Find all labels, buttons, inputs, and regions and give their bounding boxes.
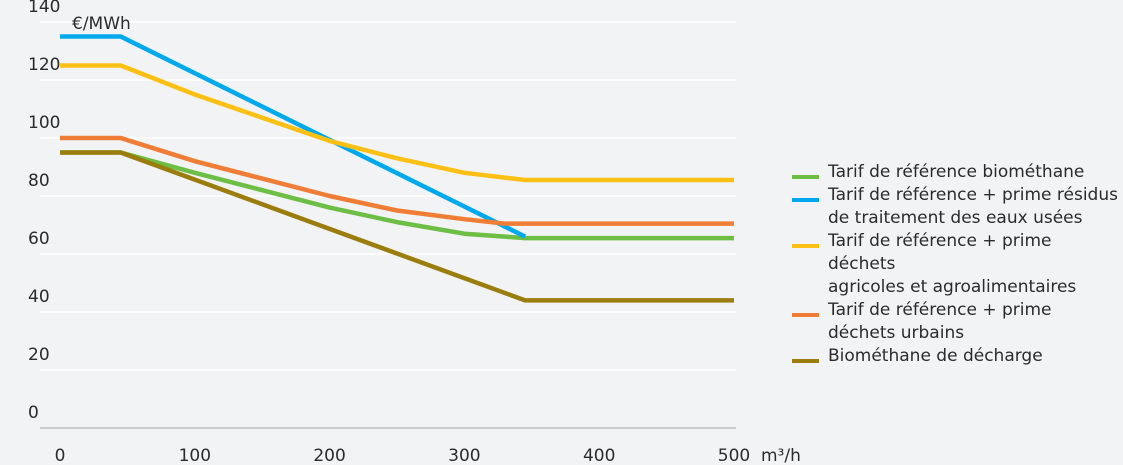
legend-item: Biométhane de décharge	[792, 345, 1122, 368]
legend-swatch	[792, 313, 819, 317]
series-line-2	[60, 34, 527, 239]
x-tick-label: 400	[583, 446, 615, 465]
legend-item: Tarif de référence + prime déchets agrico…	[792, 230, 1122, 299]
y-tick-label: 60	[28, 229, 50, 249]
series-lines	[60, 34, 734, 303]
y-tick-label: 120	[28, 55, 60, 75]
y-tick-label: 20	[28, 345, 50, 365]
legend-label: Biométhane de décharge	[828, 346, 1043, 366]
legend: Tarif de référence biométhane Tarif de ré…	[792, 161, 1122, 368]
legend-item: Tarif de référence + prime résidus de tra…	[792, 184, 1122, 230]
legend-label: agricoles et agroalimentaires	[828, 277, 1077, 297]
series-line-3	[60, 63, 734, 183]
legend-label: Tarif de référence + prime résidus	[828, 185, 1118, 205]
legend-swatch	[792, 359, 819, 363]
legend-item: Tarif de référence + prime déchets urbain…	[792, 299, 1122, 345]
x-tick-label: 200	[313, 446, 345, 465]
legend-label: Tarif de référence biométhane	[828, 162, 1085, 182]
x-tick-label: 500	[718, 446, 750, 465]
x-axis-unit-label: m³/h	[761, 446, 801, 465]
y-tick-label: 0	[28, 403, 39, 423]
legend-label: de traitement des eaux usées	[828, 208, 1083, 228]
legend-label: Tarif de référence + prime	[828, 300, 1052, 320]
x-tick-label: 300	[448, 446, 480, 465]
y-tick-label: 140	[28, 0, 60, 17]
legend-swatch	[792, 244, 819, 248]
legend-swatch	[792, 175, 819, 179]
y-tick-label: 100	[28, 113, 60, 133]
legend-label: Tarif de référence + prime déchets	[828, 231, 1052, 274]
series-line-5	[60, 150, 734, 303]
x-tick-label: 0	[55, 446, 66, 465]
y-axis-ticks: 0 20 40 60 80 100 120 140	[28, 0, 60, 423]
y-tick-label: 40	[28, 287, 50, 307]
y-tick-label: 80	[28, 171, 50, 191]
legend-item: Tarif de référence biométhane	[792, 161, 1122, 184]
x-tick-label: 100	[179, 446, 211, 465]
legend-swatch	[792, 198, 819, 202]
legend-label: déchets urbains	[828, 323, 965, 343]
x-axis-ticks: 0 100 200 300 400 500	[55, 446, 751, 465]
y-axis-unit-label: €/MWh	[72, 14, 131, 34]
series-line-4	[60, 135, 734, 226]
